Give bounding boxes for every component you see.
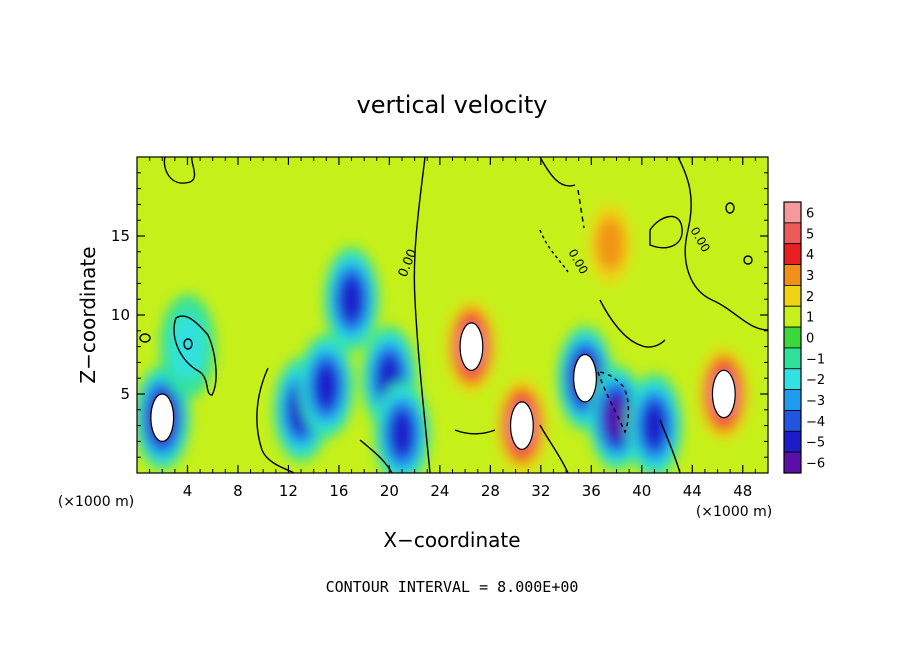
y-tick-label: 5: [120, 385, 130, 403]
x-axis-label: X−coordinate: [383, 528, 520, 552]
colorbar-swatch: [783, 305, 802, 328]
contour-line: [577, 189, 585, 229]
colorbar-label: 5: [806, 227, 814, 242]
contour-line: [139, 333, 151, 343]
colorbar-swatch: [783, 243, 802, 265]
colorbar-swatch: [783, 389, 802, 411]
colorbar-label: 1: [806, 311, 814, 326]
chart-title: vertical velocity: [357, 91, 548, 119]
colorbar-swatch: [783, 451, 802, 474]
x-axis-ticks: 4 8 12 16 20 24 28 32 36 40 44 48: [149, 157, 756, 500]
colorbar-swatch: [783, 222, 802, 245]
x-tick-label: 8: [233, 482, 243, 500]
colorbar-swatch: [783, 201, 802, 224]
contour-line: [163, 157, 196, 184]
x-tick-label: 12: [279, 482, 298, 500]
colorbar-swatch: [783, 284, 802, 307]
contour-line: [677, 157, 768, 331]
contour-line: [649, 215, 683, 249]
colorbar-swatch: [783, 368, 802, 391]
colorbar-swatch: [783, 347, 802, 370]
saturated-cores: [150, 322, 736, 450]
contour-line: [173, 315, 217, 396]
velocity-cell: [626, 373, 683, 473]
colorbar-label: 4: [806, 248, 814, 263]
contour-line: [539, 157, 576, 187]
plot-area: 0.00 0.00 0.00: [137, 157, 768, 473]
colorbar-label: 6: [806, 206, 814, 221]
contour-line: [599, 299, 666, 348]
velocity-cell: [323, 247, 380, 352]
colorbar-label: −4: [806, 415, 825, 430]
saturated-core: [150, 393, 175, 443]
x-tick-label: 24: [430, 482, 449, 500]
contour-line: [183, 338, 193, 350]
x-unit-label-left: (×1000 m): [58, 494, 134, 510]
y-axis-label: Z−coordinate: [76, 246, 100, 383]
contour-line: [743, 255, 753, 265]
colorbar-swatch: [783, 430, 802, 453]
saturated-core: [711, 369, 736, 419]
x-unit-label-right: (×1000 m): [696, 504, 772, 520]
colorbar-label: −2: [806, 373, 825, 388]
saturated-core: [509, 401, 534, 450]
colorbar-label: −3: [806, 394, 825, 409]
colorbar-swatch: [783, 410, 802, 432]
contour-line: [597, 371, 630, 434]
y-axis-ticks: 5 10 15: [111, 172, 768, 458]
colorbar-label: 3: [806, 269, 814, 284]
x-tick-label: 48: [733, 482, 752, 500]
y-tick-label: 15: [111, 227, 130, 245]
zero-contours: [139, 157, 768, 473]
contour-line: [413, 157, 431, 473]
contour-line: [539, 424, 569, 473]
colorbar: 6 5 4 3 2 1 0 −1 −2 −3 −4 −5 −6: [783, 201, 825, 474]
colorbar-label: 0: [806, 332, 814, 347]
x-tick-label: 36: [582, 482, 601, 500]
saturated-core: [459, 322, 484, 371]
colorbar-swatch: [783, 264, 802, 286]
saturated-core: [573, 353, 597, 403]
velocity-cell: [582, 191, 639, 297]
colorbar-swatch: [783, 326, 802, 349]
colorbar-label: −6: [806, 457, 825, 472]
y-tick-label: 10: [111, 306, 130, 324]
colorbar-label: −1: [806, 352, 825, 367]
x-tick-label: 20: [380, 482, 399, 500]
velocity-cell: [588, 365, 645, 470]
x-tick-label: 44: [683, 482, 702, 500]
colorbar-label: −5: [806, 436, 825, 451]
x-tick-label: 32: [531, 482, 550, 500]
contour-line: [725, 202, 735, 214]
x-tick-label: 28: [481, 482, 500, 500]
contour-interval-note: CONTOUR INTERVAL = 8.000E+00: [326, 578, 579, 596]
contour-line: [256, 367, 295, 473]
x-tick-label: 40: [632, 482, 651, 500]
contour-line: [659, 419, 681, 473]
velocity-cell: [298, 333, 355, 439]
colorbar-frame: [783, 201, 802, 474]
contour-line: [359, 439, 393, 473]
x-tick-label: 16: [329, 482, 348, 500]
velocity-cell: [374, 381, 430, 473]
x-tick-label: 4: [183, 482, 193, 500]
contour-line: [454, 429, 496, 435]
colorbar-label: 2: [806, 290, 814, 305]
